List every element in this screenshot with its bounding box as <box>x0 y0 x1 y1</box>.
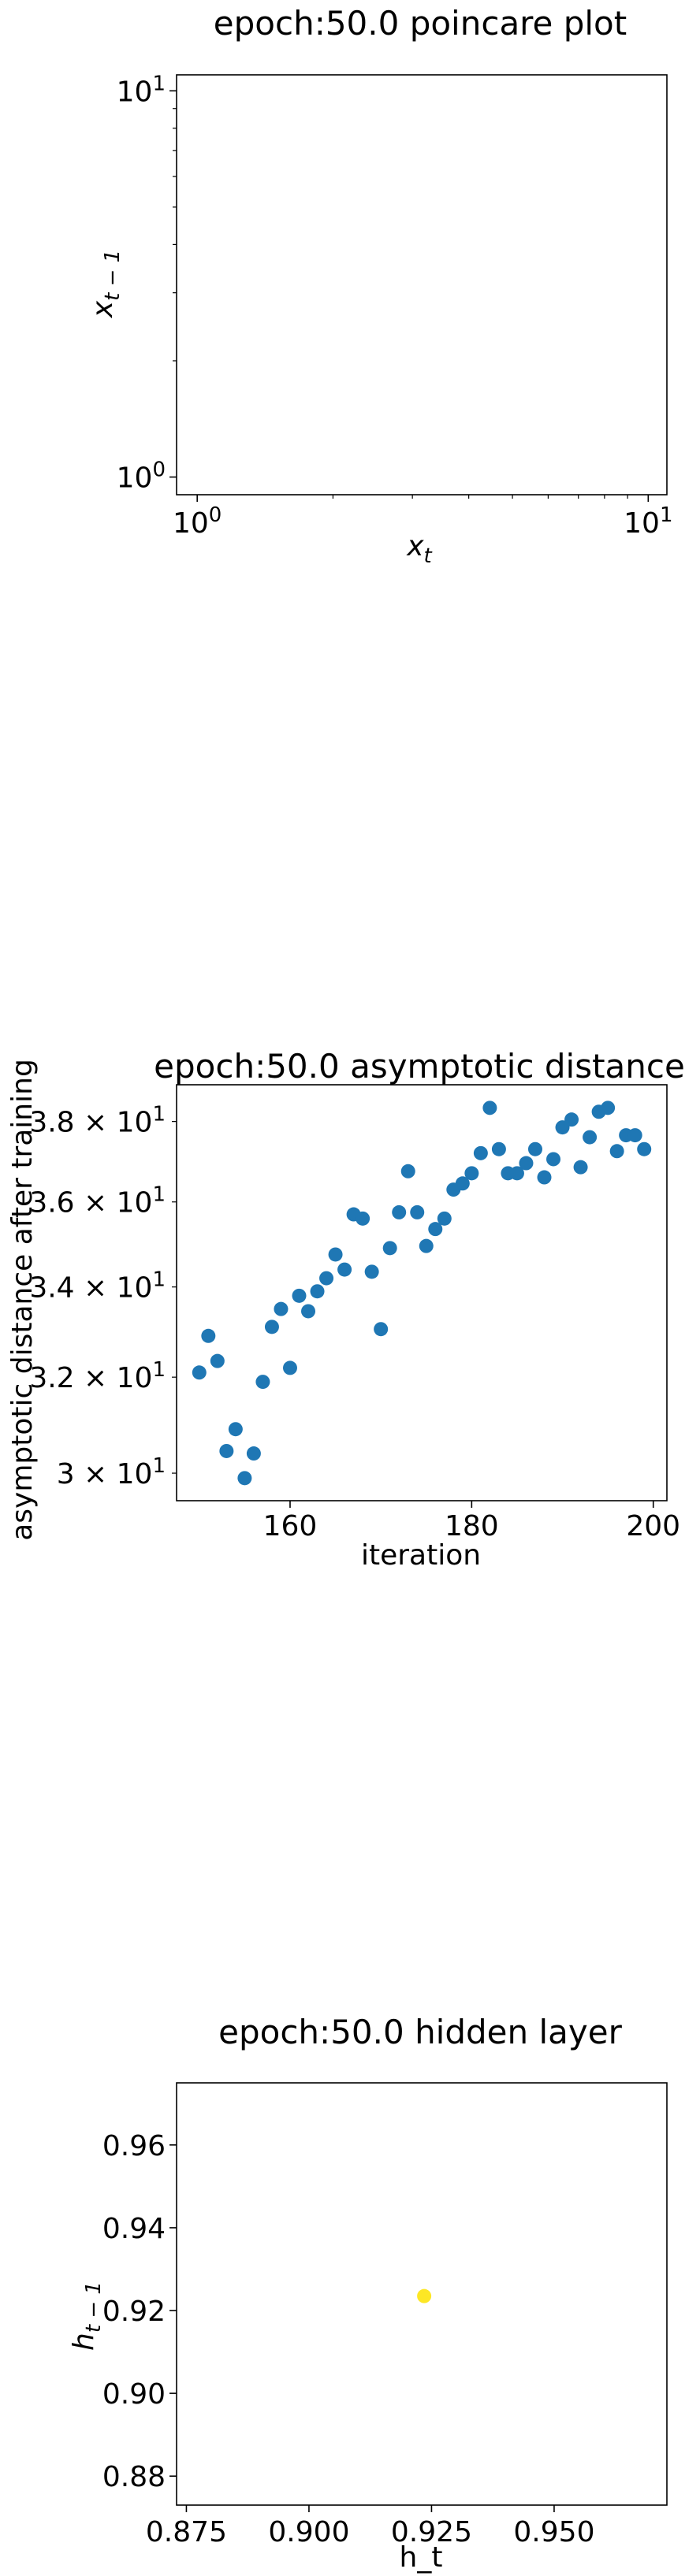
poincare-plot-axes-frame <box>176 74 668 496</box>
x-tick-label: 200 <box>626 1510 680 1542</box>
scatter-point <box>337 1262 352 1277</box>
asymptotic-distance-points <box>192 1101 652 1486</box>
scatter-point <box>210 1353 225 1368</box>
y-tick-label: 3.6 × 101 <box>29 1183 166 1219</box>
hidden-layer-chart: epoch:50.0 hidden layer 0.875 0.900 0.925 0… <box>68 2013 668 2574</box>
hidden-layer-title: epoch:50.0 hidden layer <box>218 2013 622 2051</box>
y-tick-label: 3 × 101 <box>57 1454 166 1490</box>
y-tick-label: 0.96 <box>102 2130 166 2162</box>
scatter-point <box>491 1141 506 1156</box>
asymptotic-distance-ylabel: asymptotic distance after training <box>6 1059 39 1541</box>
scatter-point <box>509 1166 524 1181</box>
x-tick-label: 0.925 <box>391 2516 472 2548</box>
scatter-point <box>264 1320 279 1334</box>
scatter-point <box>410 1204 425 1219</box>
scatter-point <box>219 1443 234 1458</box>
scatter-point <box>601 1101 616 1115</box>
scatter-point <box>382 1241 397 1256</box>
scatter-point <box>519 1156 534 1171</box>
scatter-point <box>228 1422 243 1437</box>
y-tick-label: 0.92 <box>102 2296 166 2328</box>
scatter-point <box>282 1360 297 1375</box>
poincare-plot-title: epoch:50.0 poincare plot <box>214 4 627 43</box>
scatter-point <box>292 1288 307 1303</box>
poincare-plot-ylabel: xt − 1 <box>87 250 125 318</box>
scatter-point <box>627 1128 642 1143</box>
y-tick-label: 0.88 <box>102 2461 166 2493</box>
scatter-point <box>192 1365 207 1380</box>
scatter-point <box>364 1264 379 1279</box>
scatter-point <box>473 1145 488 1160</box>
scatter-point <box>392 1204 407 1219</box>
scatter-point <box>201 1328 216 1343</box>
scatter-point <box>400 1164 415 1179</box>
y-tick-label: 3.2 × 101 <box>29 1358 166 1394</box>
scatter-point <box>356 1211 370 1226</box>
x-tick-label: 0.950 <box>513 2516 594 2548</box>
scatter-point <box>428 1222 443 1237</box>
scatter-point <box>246 1446 261 1461</box>
y-tick-label: 100 <box>117 458 166 495</box>
scatter-point <box>437 1211 452 1226</box>
asymptotic-distance-axes-frame <box>176 1084 668 1501</box>
scatter-point <box>419 1238 434 1253</box>
x-tick-label: 0.875 <box>146 2516 227 2548</box>
scatter-point <box>537 1170 552 1185</box>
y-tick-label: 3.8 × 101 <box>29 1103 166 1139</box>
asymptotic-distance-title: epoch:50.0 asymptotic distance <box>154 1047 685 1086</box>
hidden-layer-xlabel: h_t <box>400 2541 443 2574</box>
scatter-point <box>583 1130 598 1145</box>
scatter-point <box>374 1322 389 1337</box>
x-tick-label: 101 <box>624 503 672 540</box>
scatter-point <box>319 1271 334 1286</box>
asymptotic-distance-xlabel: iteration <box>361 1539 481 1572</box>
x-tick-label: 100 <box>173 503 222 540</box>
scatter-point <box>609 1144 624 1159</box>
y-tick-label: 0.90 <box>102 2378 166 2411</box>
hidden-layer-ticks: 0.875 0.900 0.925 0.950 0.88 0.90 0.92 0.94 0.96 <box>102 2130 595 2548</box>
asymptotic-distance-ticks: 160 180 200 3 × 101 3.2 × 101 3.4 × 101 3.6 × … <box>29 1103 680 1542</box>
y-tick-label: 3.4 × 101 <box>29 1268 166 1305</box>
scatter-point <box>417 2288 432 2303</box>
scatter-point <box>464 1166 479 1181</box>
scatter-point <box>301 1304 316 1319</box>
poincare-plot-xlabel: xt <box>406 530 432 568</box>
scatter-point <box>637 1141 652 1156</box>
hidden-layer-axes-frame <box>176 2082 668 2506</box>
scatter-point <box>455 1176 470 1191</box>
scatter-point <box>564 1112 579 1127</box>
scatter-point <box>328 1247 343 1262</box>
scatter-point <box>573 1160 588 1175</box>
scatter-point <box>482 1101 497 1115</box>
x-tick-label: 160 <box>263 1510 318 1542</box>
hidden-layer-ylabel: ht − 1 <box>68 2281 106 2351</box>
x-tick-label: 180 <box>445 1510 499 1542</box>
scatter-point <box>546 1152 561 1167</box>
scatter-point <box>310 1284 325 1299</box>
scatter-point <box>274 1301 289 1316</box>
hidden-layer-points <box>417 2288 432 2303</box>
y-tick-label: 101 <box>117 72 166 108</box>
scatter-point <box>237 1471 252 1486</box>
y-tick-label: 0.94 <box>102 2213 166 2245</box>
scatter-point <box>527 1141 542 1156</box>
x-tick-label: 0.900 <box>268 2516 349 2548</box>
asymptotic-distance-chart: epoch:50.0 asymptotic distance 160 180 200… <box>6 1047 685 1572</box>
scatter-point <box>255 1375 270 1390</box>
